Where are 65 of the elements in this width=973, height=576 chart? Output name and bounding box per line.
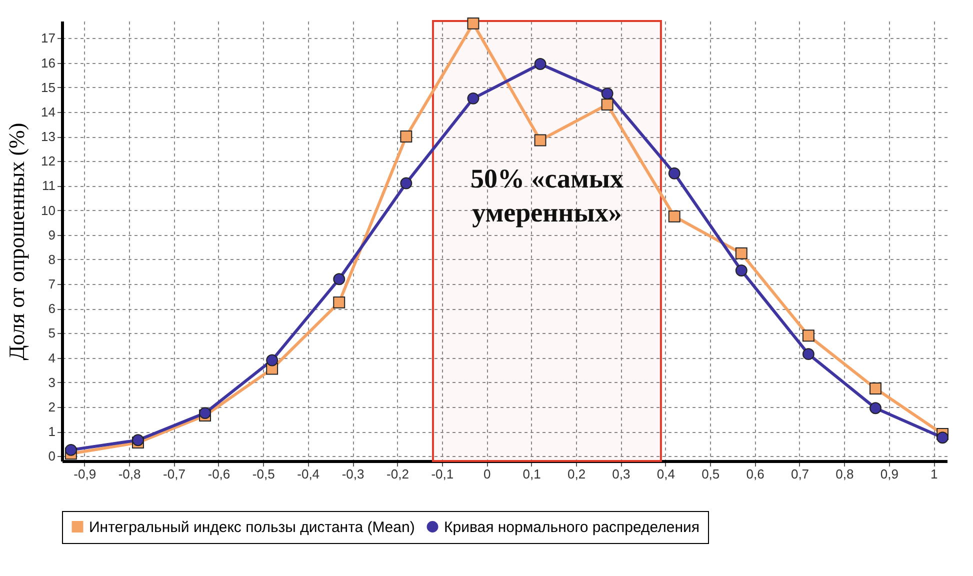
point <box>132 434 144 446</box>
y-tick-label: 13 <box>41 129 56 144</box>
point <box>735 247 748 260</box>
point <box>467 17 480 30</box>
point <box>936 432 949 444</box>
y-tick-label: 4 <box>48 350 56 366</box>
x-tick-label: -0,7 <box>163 466 186 482</box>
y-tick-label: 5 <box>48 326 56 341</box>
point <box>870 402 882 414</box>
legend-label: Кривая нормального распределения <box>444 518 700 536</box>
y-tick-label: 2 <box>48 399 56 414</box>
point <box>802 330 814 342</box>
point <box>64 444 77 456</box>
x-tick-label: -0,2 <box>386 466 409 482</box>
y-tick-label: 15 <box>41 80 56 95</box>
point <box>601 98 614 111</box>
y-tick-label: 16 <box>41 55 56 70</box>
point <box>668 210 680 222</box>
point <box>333 296 346 308</box>
point <box>534 134 546 146</box>
y-tick-label: 1 <box>48 424 56 440</box>
x-tick-label: -0,5 <box>252 466 275 482</box>
y-tick-label: 11 <box>42 178 56 194</box>
y-tick-label: 9 <box>48 227 56 242</box>
x-tick-label: -0,4 <box>297 466 320 482</box>
legend-label: Интегральный индекс пользы дистанта (Mean) <box>89 518 415 536</box>
x-tick-label: 0,3 <box>612 466 630 482</box>
x-tick-label: 0,7 <box>790 466 810 482</box>
point <box>601 88 614 100</box>
x-tick-label: 0,8 <box>836 466 854 482</box>
x-tick-label: -0,3 <box>342 466 364 482</box>
y-tick-label: 0 <box>48 448 56 464</box>
point <box>467 92 480 104</box>
y-tick-label: 14 <box>41 104 56 120</box>
x-tick-label: 0,9 <box>880 466 898 482</box>
x-tick-label: 0,1 <box>522 466 541 482</box>
point <box>199 407 212 420</box>
point <box>534 58 546 70</box>
x-tick-label: 0,6 <box>746 466 764 482</box>
point <box>400 130 412 143</box>
point <box>870 382 882 394</box>
x-tick-label: 0 <box>484 466 491 482</box>
y-tick-label: 17 <box>41 30 56 46</box>
point <box>266 354 278 366</box>
x-tick-label: 0,4 <box>656 466 675 482</box>
point <box>333 273 346 286</box>
point <box>802 348 814 360</box>
point <box>668 167 680 180</box>
x-tick-label: 1 <box>930 466 938 482</box>
y-tick-label: 10 <box>41 202 56 218</box>
y-tick-label: 6 <box>48 301 56 316</box>
x-tick-label: 0,5 <box>702 466 720 482</box>
x-tick-label: -0,9 <box>74 466 96 482</box>
y-tick-label: 7 <box>48 276 56 292</box>
x-tick-label: -0,1 <box>431 466 454 482</box>
x-tick-label: -0,6 <box>208 466 230 482</box>
y-tick-label: 12 <box>41 154 56 169</box>
y-tick-label: 3 <box>48 374 56 390</box>
band-label: 50% «самых умеренных» <box>470 163 624 228</box>
y-tick-label: 8 <box>48 252 56 267</box>
point <box>400 177 412 190</box>
x-tick-label: 0,2 <box>567 466 586 482</box>
y-axis-title: Доля от опрошенных (%) <box>4 122 30 360</box>
x-tick-label: -0,8 <box>118 466 141 482</box>
point <box>735 264 748 276</box>
